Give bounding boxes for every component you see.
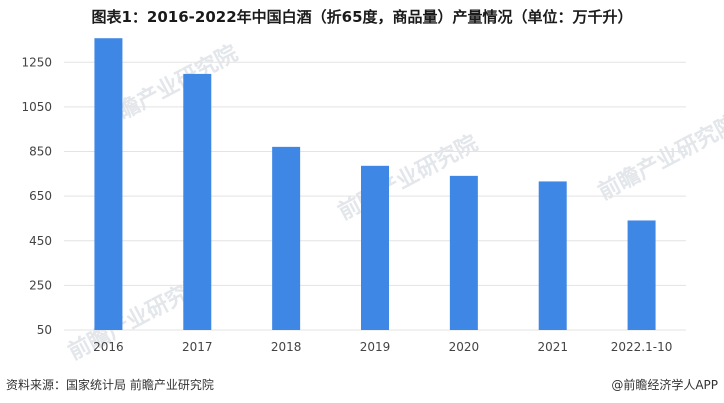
x-tick-label: 2017 xyxy=(182,340,213,354)
y-tick-label: 650 xyxy=(29,189,52,203)
bar xyxy=(183,73,212,331)
credit-note: @前瞻经济学人APP xyxy=(611,378,718,392)
x-tick-label: 2018 xyxy=(271,340,302,354)
y-tick-label: 250 xyxy=(29,278,52,292)
x-tick-label: 2020 xyxy=(449,340,480,354)
chart-title: 图表1：2016-2022年中国白酒（折65度，商品量）产量情况（单位：万千升） xyxy=(91,8,633,26)
bar xyxy=(449,175,478,330)
bar xyxy=(361,165,389,330)
bar xyxy=(538,181,567,330)
source-note: 资料来源：国家统计局 前瞻产业研究院 xyxy=(6,378,214,392)
x-tick-label: 2019 xyxy=(360,340,391,354)
y-tick-label: 1050 xyxy=(21,100,52,114)
x-tick-label: 2016 xyxy=(93,340,124,354)
bar xyxy=(627,220,656,330)
bar-chart: 50 250 450 650 850 1050 1250 2016 2017 2018 2019 20… xyxy=(21,38,686,354)
bar xyxy=(94,38,123,330)
y-tick-label: 50 xyxy=(37,323,52,337)
y-tick-label: 850 xyxy=(29,145,52,159)
bar xyxy=(272,146,301,330)
x-tick-label: 2022.1-10 xyxy=(611,340,673,354)
y-tick-label: 1250 xyxy=(21,55,52,69)
x-tick-label: 2021 xyxy=(537,340,568,354)
y-tick-label: 450 xyxy=(29,234,52,248)
